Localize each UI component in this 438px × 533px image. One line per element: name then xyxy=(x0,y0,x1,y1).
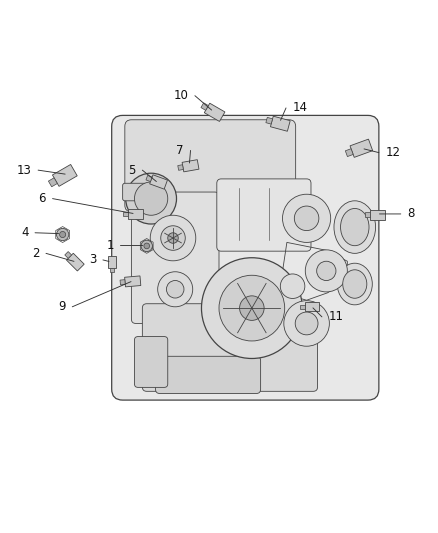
Circle shape xyxy=(280,274,305,298)
FancyBboxPatch shape xyxy=(125,120,296,212)
FancyBboxPatch shape xyxy=(134,336,168,387)
Text: 7: 7 xyxy=(177,144,184,157)
Polygon shape xyxy=(128,209,144,219)
Polygon shape xyxy=(125,276,141,287)
Polygon shape xyxy=(305,302,319,311)
Polygon shape xyxy=(110,269,114,272)
Polygon shape xyxy=(350,139,373,157)
Polygon shape xyxy=(178,165,184,171)
Text: 2: 2 xyxy=(32,247,39,260)
Circle shape xyxy=(219,275,285,341)
Circle shape xyxy=(57,229,69,241)
Polygon shape xyxy=(48,178,57,187)
Text: 12: 12 xyxy=(385,146,400,159)
FancyBboxPatch shape xyxy=(131,192,219,324)
Circle shape xyxy=(141,240,152,252)
Polygon shape xyxy=(201,103,208,110)
Ellipse shape xyxy=(341,208,369,246)
Circle shape xyxy=(295,312,318,335)
Text: 9: 9 xyxy=(58,300,66,313)
Circle shape xyxy=(240,296,264,320)
Circle shape xyxy=(294,206,319,231)
Polygon shape xyxy=(270,116,290,131)
FancyBboxPatch shape xyxy=(123,183,147,201)
FancyBboxPatch shape xyxy=(217,179,311,251)
Polygon shape xyxy=(370,210,385,220)
Polygon shape xyxy=(300,304,305,309)
Circle shape xyxy=(305,250,347,292)
Text: 5: 5 xyxy=(128,164,136,176)
Text: 6: 6 xyxy=(39,192,46,205)
Circle shape xyxy=(166,280,184,298)
Polygon shape xyxy=(150,175,167,189)
FancyBboxPatch shape xyxy=(142,304,318,391)
Text: 3: 3 xyxy=(89,253,96,266)
FancyBboxPatch shape xyxy=(112,115,379,400)
Polygon shape xyxy=(120,280,125,285)
Circle shape xyxy=(284,301,329,346)
Text: 13: 13 xyxy=(17,164,32,176)
Text: 1: 1 xyxy=(106,239,114,252)
Ellipse shape xyxy=(343,270,367,298)
Circle shape xyxy=(134,182,168,215)
Polygon shape xyxy=(266,117,272,124)
Text: 10: 10 xyxy=(173,89,188,102)
Circle shape xyxy=(158,272,193,307)
Circle shape xyxy=(60,231,66,238)
Polygon shape xyxy=(53,165,77,187)
Polygon shape xyxy=(146,175,152,182)
Polygon shape xyxy=(204,103,225,122)
Circle shape xyxy=(283,194,331,243)
Text: 4: 4 xyxy=(21,227,28,239)
Circle shape xyxy=(150,215,196,261)
Circle shape xyxy=(168,233,178,243)
Circle shape xyxy=(317,261,336,280)
Circle shape xyxy=(161,226,185,251)
Ellipse shape xyxy=(337,263,372,305)
Text: 11: 11 xyxy=(328,310,343,324)
Polygon shape xyxy=(182,160,199,172)
Ellipse shape xyxy=(334,201,376,253)
Polygon shape xyxy=(67,253,84,271)
Circle shape xyxy=(126,173,177,224)
FancyBboxPatch shape xyxy=(155,356,261,393)
Circle shape xyxy=(201,258,302,359)
Polygon shape xyxy=(365,213,370,217)
Circle shape xyxy=(144,243,150,249)
Polygon shape xyxy=(108,256,116,269)
Polygon shape xyxy=(345,149,353,157)
Text: 8: 8 xyxy=(407,207,415,221)
Polygon shape xyxy=(123,212,128,216)
Polygon shape xyxy=(65,252,71,259)
Text: 14: 14 xyxy=(293,101,307,115)
